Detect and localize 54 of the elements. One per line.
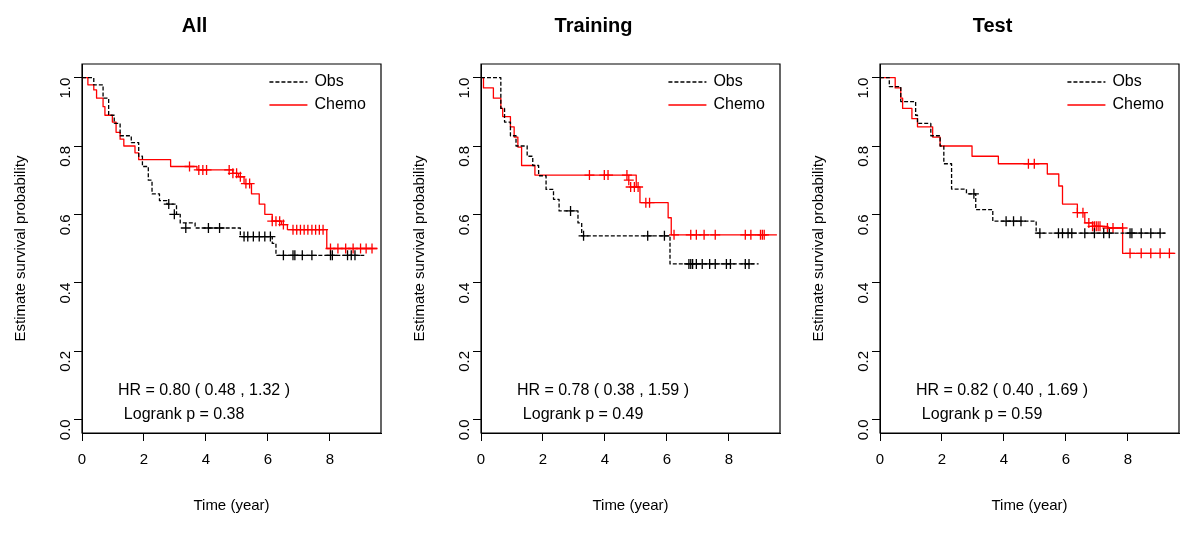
legend-label: Obs [713,72,743,90]
legend-label: Obs [314,72,344,90]
y-axis-title: Estimate survival probability [11,155,29,342]
y-tick-label: 0.6 [455,214,473,236]
x-tick-label: 8 [1123,450,1133,468]
x-tick-label: 8 [724,450,734,468]
y-tick-label: 0.6 [56,214,74,236]
legend-label: Chemo [1112,95,1165,113]
x-axis-title: Time (year) [592,496,669,514]
y-tick-label: 1.0 [854,77,872,99]
y-tick-label: 0.2 [854,351,872,372]
y-tick-label: 0.4 [854,282,872,304]
x-axis-title: Time (year) [991,496,1068,514]
x-tick-label: 2 [538,450,548,468]
x-tick-label: 6 [1061,450,1071,468]
x-axis-title: Time (year) [193,496,270,514]
annotation: HR = 0.78 ( 0.38 , 1.59 ) [516,381,689,398]
x-tick-label: 4 [999,450,1009,468]
y-tick-label: 0.2 [56,351,74,372]
y-tick-label: 1.0 [56,77,74,99]
annotation: Logrank p = 0.38 [123,405,245,422]
x-tick-label: 0 [476,450,486,468]
y-tick-label: 0.8 [854,146,872,167]
y-tick-label: 0.4 [56,282,74,304]
y-tick-label: 0.0 [56,419,74,441]
x-tick-label: 6 [662,450,672,468]
x-tick-label: 4 [201,450,211,468]
y-tick-label: 1.0 [455,77,473,99]
legend-label: Chemo [713,95,766,113]
annotation: HR = 0.82 ( 0.40 , 1.69 ) [915,381,1088,398]
y-axis-title: Estimate survival probability [410,155,428,342]
y-tick-label: 0.8 [56,146,74,167]
y-tick-label: 0.0 [854,419,872,441]
y-axis-title: Estimate survival probability [809,155,827,342]
x-tick-label: 0 [77,450,87,468]
x-tick-label: 0 [875,450,885,468]
chart-title: Test [972,13,1013,36]
annotation: Logrank p = 0.59 [921,405,1043,422]
annotation: Logrank p = 0.49 [522,405,644,422]
y-tick-label: 0.4 [455,282,473,304]
x-tick-label: 2 [139,450,149,468]
x-tick-label: 2 [937,450,947,468]
x-tick-label: 4 [600,450,610,468]
x-tick-label: 6 [263,450,273,468]
y-tick-label: 0.2 [455,351,473,372]
legend-label: Obs [1112,72,1142,90]
y-tick-label: 0.6 [854,214,872,236]
chart-title: All [181,13,208,36]
y-tick-label: 0.0 [455,419,473,441]
y-tick-label: 0.8 [455,146,473,167]
x-tick-label: 8 [325,450,335,468]
legend-label: Chemo [314,95,367,113]
chart-title: Training [554,13,633,36]
annotation: HR = 0.80 ( 0.48 , 1.32 ) [117,381,290,398]
